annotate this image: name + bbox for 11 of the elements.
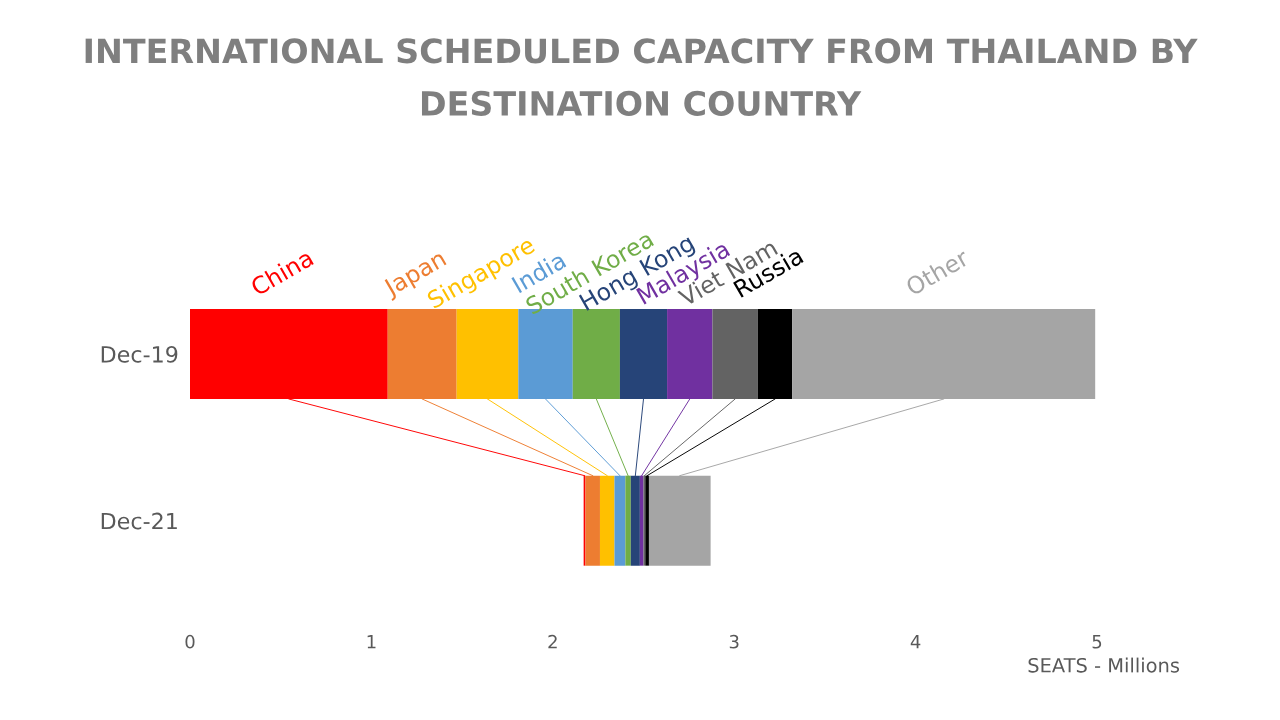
x-tick-label: 1 bbox=[367, 635, 376, 649]
x-tick-label: 4 bbox=[910, 635, 921, 649]
chart-title: INTERNATIONAL SCHEDULED CAPACITY FROM THAILAND BY DESTINATION COUNTRY bbox=[85, 38, 1198, 116]
x-axis-title: SEATS - Millions bbox=[1028, 657, 1180, 673]
text: China bbox=[249, 248, 314, 297]
y-tick-label: Dec-21 bbox=[101, 512, 177, 530]
x-tick-label: 2 bbox=[548, 634, 557, 649]
x-tick-label: 0 bbox=[185, 634, 195, 649]
y-tick-label: Dec-19 bbox=[101, 345, 178, 363]
x-tick-label: 5 bbox=[1092, 635, 1102, 649]
x-tick-label: 3 bbox=[729, 634, 739, 649]
